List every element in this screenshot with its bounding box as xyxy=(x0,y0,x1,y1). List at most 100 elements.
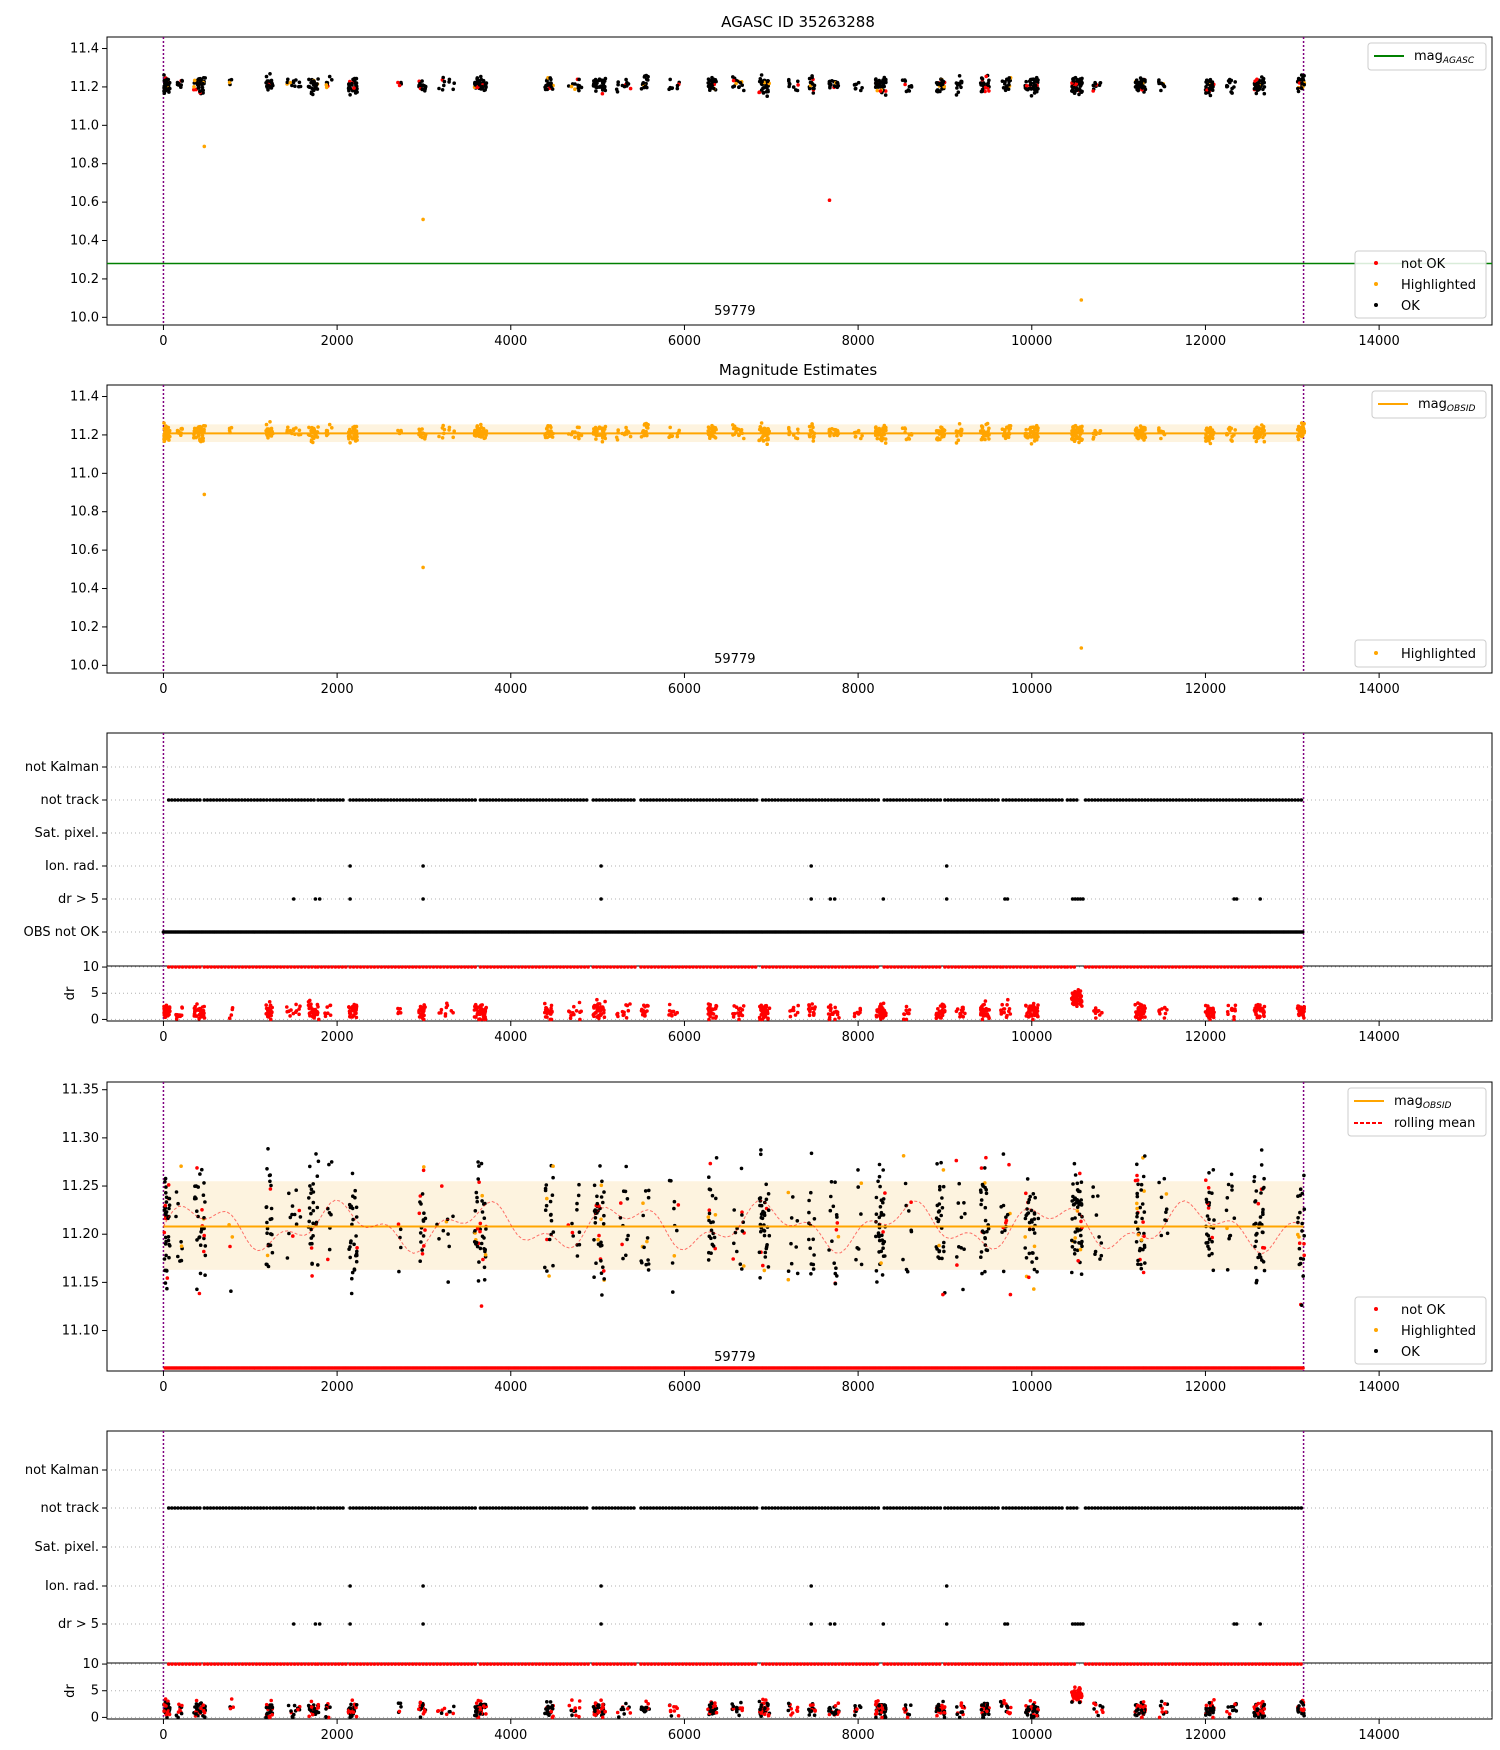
panel3-dr-point xyxy=(601,965,606,969)
panel3-flag-point xyxy=(215,798,219,802)
panel3-dr-point xyxy=(439,1007,444,1012)
panel3-dr-point xyxy=(1031,1004,1035,1009)
panel4-point-ok xyxy=(856,1185,860,1189)
panel3-flag-point xyxy=(252,798,257,802)
panel3-dr-point xyxy=(910,965,914,969)
panel3-dr-point xyxy=(463,965,467,969)
panel3-flag-point xyxy=(1013,798,1018,802)
panel3-xtick-label: 0 xyxy=(159,1030,167,1045)
panel4-point-not-ok xyxy=(268,1187,273,1191)
panel3-dr-point xyxy=(799,965,803,969)
panel4-point-ok xyxy=(167,1203,172,1207)
panel3-dr-point xyxy=(991,965,996,969)
panel2-ytick-label: 10.2 xyxy=(70,620,99,635)
panel3-dr-point xyxy=(878,1011,883,1016)
panel4-point-ok xyxy=(420,1192,425,1196)
panel3-dr-point xyxy=(955,1007,960,1011)
panel3-dr-point xyxy=(1011,965,1016,969)
panel3-dr-point xyxy=(750,965,754,969)
panel3-flag-point xyxy=(389,798,393,802)
panel2-point-highlighted xyxy=(577,425,581,430)
panel3-flag-point xyxy=(686,798,690,802)
panel3-dr-point xyxy=(340,965,345,969)
panel3-dr-point xyxy=(306,1000,311,1004)
panel1-point-highlighted xyxy=(192,78,197,83)
panel3-flag-point xyxy=(770,798,774,802)
panel3-flag-point xyxy=(857,798,862,802)
panel3-dr-point xyxy=(472,1008,477,1012)
panel3-flag-point xyxy=(464,798,468,802)
panel1-legend-label: Highlighted xyxy=(1401,278,1476,293)
panel1-legend-label: OK xyxy=(1401,299,1420,314)
panel3-xtick-label: 12000 xyxy=(1185,1030,1226,1045)
panel4-point-ok xyxy=(570,1221,574,1226)
panel3-dr-point xyxy=(995,965,999,969)
panel3-flag-point xyxy=(202,798,207,802)
panel3-flag-point xyxy=(1215,798,1219,802)
panel4-point-ok xyxy=(198,1243,203,1247)
panel1-point-ok xyxy=(549,84,553,89)
panel2-point-highlighted xyxy=(268,420,272,424)
panel2-point-highlighted xyxy=(1207,438,1211,443)
panel4-point-ok xyxy=(599,1240,603,1245)
panel3-flag-point xyxy=(435,798,440,802)
panel2-point-highlighted xyxy=(1299,434,1304,438)
panel3-dr-point xyxy=(731,1015,736,1019)
panel3-dr-point xyxy=(315,1002,320,1007)
panel3-flag-point xyxy=(616,798,621,802)
panel1-outlier xyxy=(1079,298,1084,302)
panel3-dr-point xyxy=(285,965,290,969)
panel3-dr-point xyxy=(729,965,734,969)
panel3-dr-point xyxy=(315,1012,320,1017)
panel3-dr-point xyxy=(261,965,266,969)
panel3-dr-point xyxy=(629,965,634,969)
panel4-point-ok xyxy=(292,1212,297,1217)
panel3-flag-point xyxy=(798,798,802,802)
panel3-flag-point xyxy=(881,897,886,901)
panel3-dr-point xyxy=(1097,965,1102,969)
panel3-flag-point xyxy=(195,798,199,802)
panel3-flag-point xyxy=(1023,798,1027,802)
panel3-dr-point xyxy=(1134,1015,1139,1019)
panel3-flag-point xyxy=(767,798,771,802)
panel3-dr-point xyxy=(905,1011,910,1015)
panel3-flag-point xyxy=(919,798,924,802)
panel3-row-label: not Kalman xyxy=(25,760,99,775)
panel3-flag-point xyxy=(946,798,950,802)
panel3-flag-point xyxy=(1296,798,1300,802)
panel2-point-highlighted xyxy=(1210,428,1215,432)
panel4-point-ok xyxy=(811,1262,816,1267)
panel4-point-ok xyxy=(809,1151,814,1156)
panel1-ytick-label: 11.2 xyxy=(70,80,99,95)
panel1-point-ok xyxy=(201,76,206,80)
panel3-flag-point xyxy=(268,798,273,802)
panel3-flag-point xyxy=(739,798,743,802)
panel3-dr-point xyxy=(649,965,654,969)
panel3-dr-point xyxy=(1006,997,1010,1002)
panel4-point-ok xyxy=(833,1180,837,1184)
panel1-point-ok xyxy=(264,74,269,79)
panel2-point-highlighted xyxy=(195,429,199,434)
panel1-point-ok xyxy=(1205,82,1210,86)
panel1-point-ok xyxy=(1136,82,1140,86)
panel3-flag-point xyxy=(312,798,316,802)
panel3-flag-point xyxy=(763,798,768,802)
panel4-point-ok xyxy=(164,1191,168,1195)
panel3-dr-point xyxy=(698,965,702,969)
panel3-flag-point xyxy=(974,798,978,802)
panel3-flag-point xyxy=(1149,798,1154,802)
panel1-point-ok xyxy=(1079,83,1083,87)
panel2-point-highlighted xyxy=(835,429,839,433)
panel3-flag-point xyxy=(454,798,459,802)
panel4-point-not-ok xyxy=(478,1229,482,1234)
panel3-dr-point xyxy=(1292,965,1296,969)
panel3-dr-point xyxy=(1015,965,1019,969)
panel2-frame xyxy=(106,384,1493,674)
panel3-flag-point xyxy=(1093,798,1097,802)
panel4-point-ok xyxy=(571,1234,575,1238)
panel3-dr-point xyxy=(1262,1004,1267,1009)
panel3-dr-point xyxy=(170,965,174,969)
panel3-dr-point xyxy=(180,1006,184,1010)
panel3-flag-point xyxy=(1118,798,1122,802)
panel3-flag-point xyxy=(1205,798,1210,802)
